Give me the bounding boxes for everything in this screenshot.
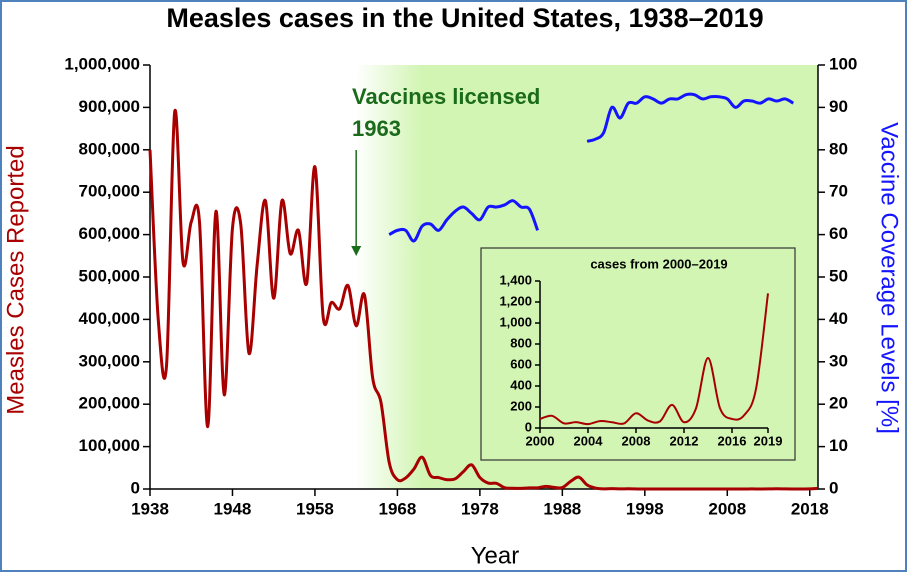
y-tick-label: 600,000 [79,224,140,243]
inset-title: cases from 2000–2019 [590,256,727,271]
y-tick-label: 700,000 [79,182,140,201]
y2-tick-label: 80 [829,139,848,158]
x-tick-label: 2016 [718,433,747,448]
annotation-arrowhead [351,246,362,256]
y-tick-label: 0 [131,478,140,497]
y-tick-label: 100,000 [79,436,140,455]
y2-tick-label: 0 [829,478,838,497]
x-tick-label: 1978 [461,499,499,518]
x-tick-label: 2008 [622,433,651,448]
y2-axis-label: Vaccine Coverage Levels [%] [876,122,903,434]
x-tick-label: 2004 [574,433,604,448]
x-tick-label: 1988 [543,499,581,518]
y2-tick-label: 60 [829,224,848,243]
y-axis-label: Measles Cases Reported [2,145,29,414]
y-tick-label: 900,000 [79,97,140,116]
x-tick-label: 1998 [626,499,664,518]
y-tick-label: 200,000 [79,394,140,413]
y2-tick-label: 20 [829,394,848,413]
y-tick-label: 0 [525,419,532,434]
y-tick-label: 500,000 [79,266,140,285]
x-tick-label: 2019 [754,433,783,448]
y2-tick-label: 10 [829,436,848,455]
data-line [539,293,769,426]
data-line [148,108,819,491]
y-tick-label: 1,200 [499,293,532,308]
x-tick-label: 2008 [708,499,746,518]
y-tick-label: 1,000,000 [64,54,140,73]
annotation: 1963 [352,116,401,141]
annotation: Vaccines licensed [352,84,540,109]
y-tick-label: 1,000 [499,314,532,329]
inset-frame [480,247,796,461]
x-tick-label: 2018 [791,499,829,518]
y-tick-label: 400,000 [79,309,140,328]
y2-tick-label: 30 [829,351,848,370]
x-tick-label: 2000 [526,433,555,448]
y2-tick-label: 70 [829,182,848,201]
data-line [388,92,795,243]
y2-tick-label: 40 [829,309,848,328]
y2-tick-label: 90 [829,97,848,116]
x-tick-label: 2012 [670,433,699,448]
y-tick-label: 600 [510,356,532,371]
x-tick-label: 1968 [378,499,416,518]
x-axis-label: Year [471,542,520,569]
y2-tick-label: 50 [829,266,848,285]
y2-tick-label: 100 [829,54,857,73]
chart-title: Measles cases in the United States, 1938… [166,3,763,33]
y-tick-label: 800,000 [79,139,140,158]
y-tick-label: 200 [510,398,532,413]
y-tick-label: 1,400 [499,272,532,287]
y-tick-label: 400 [510,377,532,392]
x-tick-label: 1948 [214,499,252,518]
y-tick-label: 300,000 [79,351,140,370]
x-tick-label: 1938 [131,499,169,518]
y-tick-label: 800 [510,335,532,350]
x-tick-label: 1958 [296,499,334,518]
